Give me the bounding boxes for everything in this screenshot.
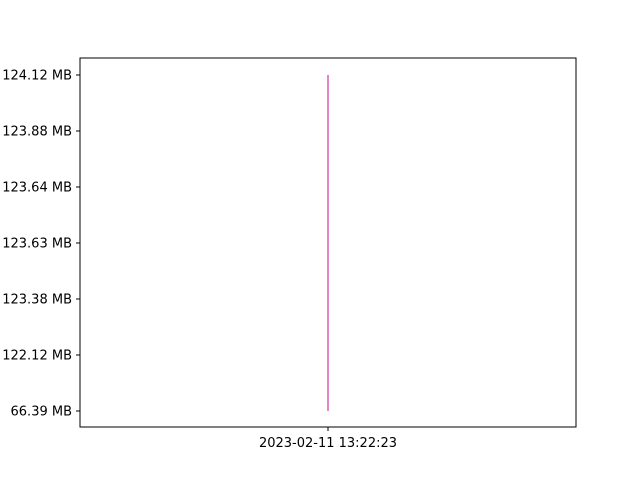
x-axis: 2023-02-11 13:22:23 [259, 427, 397, 451]
y-tick-label-4: 123.64 MB [2, 181, 72, 196]
y-tick-label-2: 123.38 MB [2, 293, 72, 308]
y-tick-label-3: 123.63 MB [2, 237, 72, 252]
y-tick-label-6: 124.12 MB [2, 69, 72, 84]
y-axis: 66.39 MB 122.12 MB 123.38 MB 123.63 MB 123.6… [2, 69, 80, 420]
y-tick-label-0: 66.39 MB [11, 405, 72, 420]
y-tick-label-5: 123.88 MB [2, 125, 72, 140]
x-tick-label-0: 2023-02-11 13:22:23 [259, 436, 397, 451]
plot-area [79, 57, 577, 428]
y-tick-label-1: 122.12 MB [2, 349, 72, 364]
